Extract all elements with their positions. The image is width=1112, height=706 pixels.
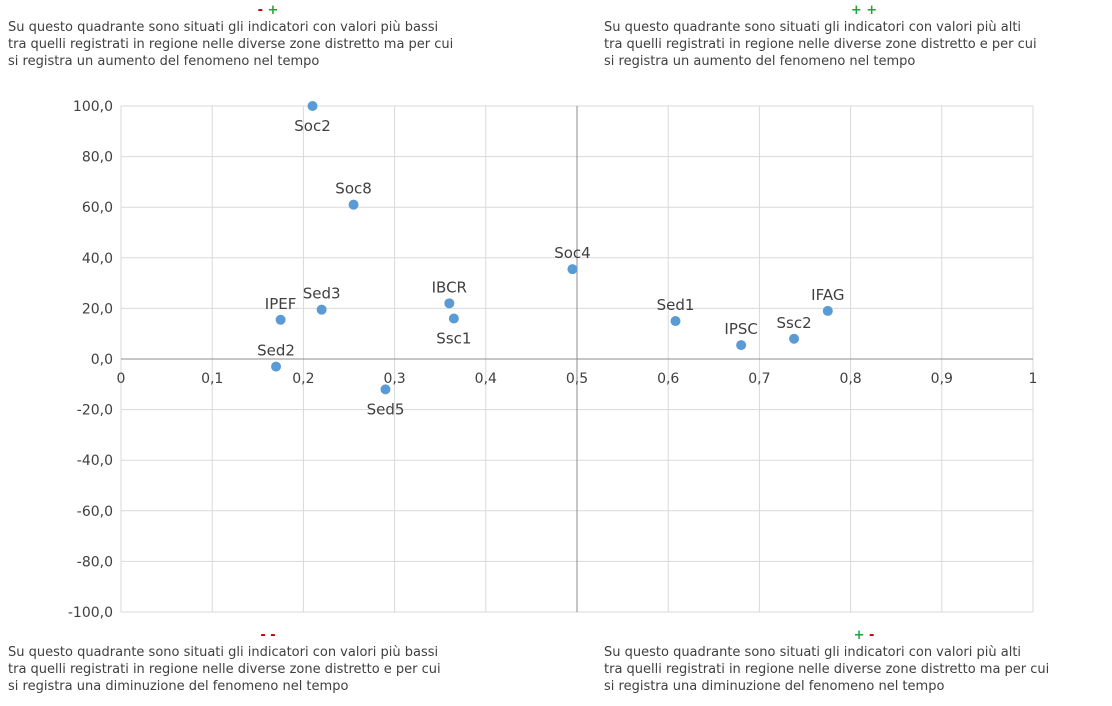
- data-point: [670, 316, 681, 327]
- data-point: [307, 101, 318, 111]
- x-tick-label: 0,3: [383, 371, 405, 387]
- minus-sign: -: [869, 628, 875, 643]
- y-tick-label: -60,0: [77, 504, 113, 520]
- quadrant-text-line: tra quelli registrati in regione nelle d…: [8, 662, 441, 677]
- data-point: [789, 333, 800, 344]
- quadrant-note-top-left: - + Su questo quadrante sono situati gli…: [8, 2, 528, 70]
- data-label: Sed3: [303, 285, 341, 303]
- data-point: [271, 361, 282, 372]
- quadrant-text-line: Su questo quadrante sono situati gli ind…: [8, 20, 439, 35]
- x-tick-label: 0,7: [748, 371, 770, 387]
- x-tick-label: 0: [117, 371, 126, 387]
- x-tick-label: 0,1: [201, 371, 223, 387]
- quadrant-text-line: tra quelli registrati in regione nelle d…: [604, 662, 1050, 677]
- data-point: [822, 305, 833, 316]
- quadrant-text-line: Su questo quadrante sono situati gli ind…: [604, 20, 1022, 35]
- data-label: Sed5: [367, 400, 405, 418]
- quadrant-sign: - +: [8, 2, 528, 19]
- data-point: [380, 384, 391, 395]
- data-point: [736, 340, 747, 351]
- x-tick-label: 0,8: [839, 371, 861, 387]
- minus-sign: -: [257, 3, 263, 18]
- x-tick-label: 1: [1029, 371, 1038, 387]
- quadrant-note-bottom-left: - - Su questo quadrante sono situati gli…: [8, 627, 528, 695]
- data-point: [567, 264, 578, 275]
- quadrant-sign: + -: [604, 627, 1112, 644]
- plus-sign: +: [850, 3, 862, 18]
- quadrant-text-line: Su questo quadrante sono situati gli ind…: [8, 645, 439, 660]
- quadrant-text-line: si registra un aumento del fenomeno nel …: [604, 54, 916, 69]
- data-point: [444, 298, 455, 309]
- y-tick-label: -80,0: [77, 554, 113, 570]
- data-label: IPEF: [265, 295, 297, 313]
- data-label: Soc2: [294, 117, 331, 135]
- quadrant-text-line: tra quelli registrati in regione nelle d…: [604, 37, 1037, 52]
- x-tick-label: 0,6: [657, 371, 679, 387]
- plus-sign: +: [866, 3, 878, 18]
- y-tick-label: 60,0: [82, 200, 113, 216]
- data-label: Ssc1: [436, 330, 471, 348]
- y-tick-label: 100,0: [73, 99, 113, 115]
- quadrant-text-line: si registra una diminuzione del fenomeno…: [8, 679, 349, 694]
- quadrant-sign: - -: [8, 627, 528, 644]
- y-tick-label: -100,0: [68, 605, 113, 621]
- data-point: [348, 199, 359, 210]
- x-tick-label: 0,5: [566, 371, 588, 387]
- y-tick-label: -20,0: [77, 403, 113, 419]
- data-label: Sed2: [257, 342, 295, 360]
- quadrant-text-line: si registra una diminuzione del fenomeno…: [604, 679, 945, 694]
- quadrant-text-line: Su questo quadrante sono situati gli ind…: [604, 645, 1022, 660]
- data-label: IBCR: [432, 278, 467, 296]
- data-label: IFAG: [811, 286, 844, 304]
- data-label: Soc8: [335, 180, 372, 198]
- data-label: IPSC: [724, 320, 757, 338]
- data-point: [448, 313, 459, 324]
- data-point: [316, 304, 327, 315]
- y-tick-label: 20,0: [82, 301, 113, 317]
- y-tick-label: 40,0: [82, 251, 113, 267]
- x-tick-label: 0,2: [292, 371, 314, 387]
- minus-sign: -: [260, 628, 266, 643]
- quadrant-sign: + +: [604, 2, 1112, 19]
- data-point: [275, 314, 286, 325]
- data-label: Sed1: [657, 296, 695, 314]
- minus-sign: -: [270, 628, 276, 643]
- quadrant-text-line: tra quelli registrati in regione nelle d…: [8, 37, 454, 52]
- y-tick-label: 0,0: [91, 352, 113, 368]
- plus-sign: +: [853, 628, 865, 643]
- quadrant-text-line: si registra un aumento del fenomeno nel …: [8, 54, 320, 69]
- data-label: Soc4: [554, 244, 591, 262]
- x-tick-label: 0,9: [931, 371, 953, 387]
- quadrant-note-top-right: + + Su questo quadrante sono situati gli…: [604, 2, 1112, 70]
- plus-sign: +: [267, 3, 279, 18]
- y-tick-label: 80,0: [82, 150, 113, 166]
- y-tick-label: -40,0: [77, 453, 113, 469]
- x-tick-label: 0,4: [475, 371, 497, 387]
- data-label: Ssc2: [776, 314, 811, 332]
- quadrant-note-bottom-right: + - Su questo quadrante sono situati gli…: [604, 627, 1112, 695]
